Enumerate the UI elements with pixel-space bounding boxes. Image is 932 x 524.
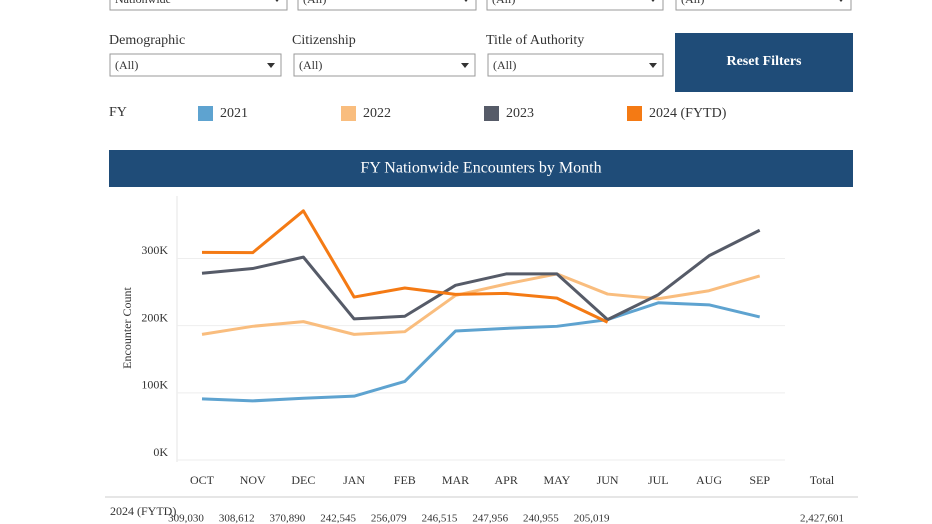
legend-label: 2024 (FYTD) (649, 106, 727, 121)
dropdown-arrow[interactable] (649, 63, 657, 68)
table-cell: 242,545 (320, 513, 356, 524)
y-tick-label: 300K (141, 243, 168, 257)
table-cell: 240,955 (523, 513, 559, 524)
legend-swatch (627, 106, 642, 121)
dropdown-value[interactable]: (All) (492, 0, 515, 6)
x-tick-label: JAN (343, 473, 365, 487)
legend-swatch (198, 106, 213, 121)
filter-label: Title of Authority (486, 33, 584, 48)
y-tick-label: 0K (153, 445, 168, 459)
dropdown[interactable] (487, 53, 664, 77)
x-tick-label: APR (495, 473, 518, 487)
series-line (201, 209, 609, 324)
legend-label: 2021 (220, 106, 248, 121)
table-cell: 247,956 (472, 513, 508, 524)
filter-label: Citizenship (292, 33, 356, 48)
dropdown-value[interactable]: (All) (681, 0, 704, 6)
x-tick-label: OCT (190, 473, 215, 487)
x-tick-label: SEP (749, 473, 770, 487)
dropdown-arrow[interactable] (462, 0, 470, 2)
dropdown-arrow[interactable] (837, 0, 845, 2)
x-tick-label: MAR (442, 473, 469, 487)
chart-title-bar (109, 150, 853, 187)
legend-label: 2023 (506, 106, 534, 121)
x-tick-label: MAY (543, 473, 570, 487)
dropdown-arrow[interactable] (273, 0, 281, 2)
series-line (201, 228, 761, 322)
table-cell: 370,890 (270, 513, 306, 524)
y-tick-label: 200K (141, 310, 168, 324)
legend-swatch (484, 106, 499, 121)
x-tick-label: JUL (648, 473, 669, 487)
dropdown[interactable] (297, 0, 477, 11)
dropdown[interactable] (675, 0, 852, 11)
dropdown[interactable] (109, 0, 288, 11)
filter-label: Demographic (109, 33, 185, 48)
dropdown-arrow[interactable] (461, 63, 469, 68)
dropdown-value[interactable]: (All) (299, 58, 322, 72)
legend-label: 2022 (363, 106, 391, 121)
table-cell: 246,515 (422, 513, 458, 524)
table-cell: 256,079 (371, 513, 407, 524)
x-tick-label: NOV (240, 473, 266, 487)
dropdown[interactable] (293, 53, 476, 77)
x-tick-label: AUG (696, 473, 722, 487)
dropdown-value[interactable]: (All) (303, 0, 326, 6)
chart-title: FY Nationwide Encounters by Month (360, 160, 601, 177)
y-axis-label: Encounter Count (120, 287, 134, 369)
series-line (201, 272, 761, 336)
dropdown-value[interactable]: (All) (493, 58, 516, 72)
legend-swatch (341, 106, 356, 121)
y-tick-label: 100K (141, 378, 168, 392)
dropdown[interactable] (486, 0, 664, 11)
dropdown-arrow[interactable] (267, 63, 275, 68)
table-cell: 205,019 (574, 513, 610, 524)
legend-title: FY (109, 105, 127, 120)
reset-button-label[interactable]: Reset Filters (726, 54, 802, 69)
series-line (201, 301, 761, 403)
dropdown-value[interactable]: (All) (115, 58, 138, 72)
dropdown[interactable] (109, 53, 282, 77)
table-cell: 309,030 (168, 513, 204, 524)
table-row-label: 2024 (FYTD) (110, 504, 176, 518)
table-row-total: 2,427,601 (800, 513, 844, 524)
x-tick-label: DEC (291, 473, 315, 487)
table-header-total: Total (810, 473, 835, 487)
x-tick-label: FEB (394, 473, 416, 487)
dropdown-value[interactable]: Nationwide (115, 0, 171, 6)
reset-button[interactable] (675, 33, 853, 92)
table-cell: 308,612 (219, 513, 255, 524)
x-tick-label: JUN (597, 473, 619, 487)
dropdown-arrow[interactable] (649, 0, 657, 2)
